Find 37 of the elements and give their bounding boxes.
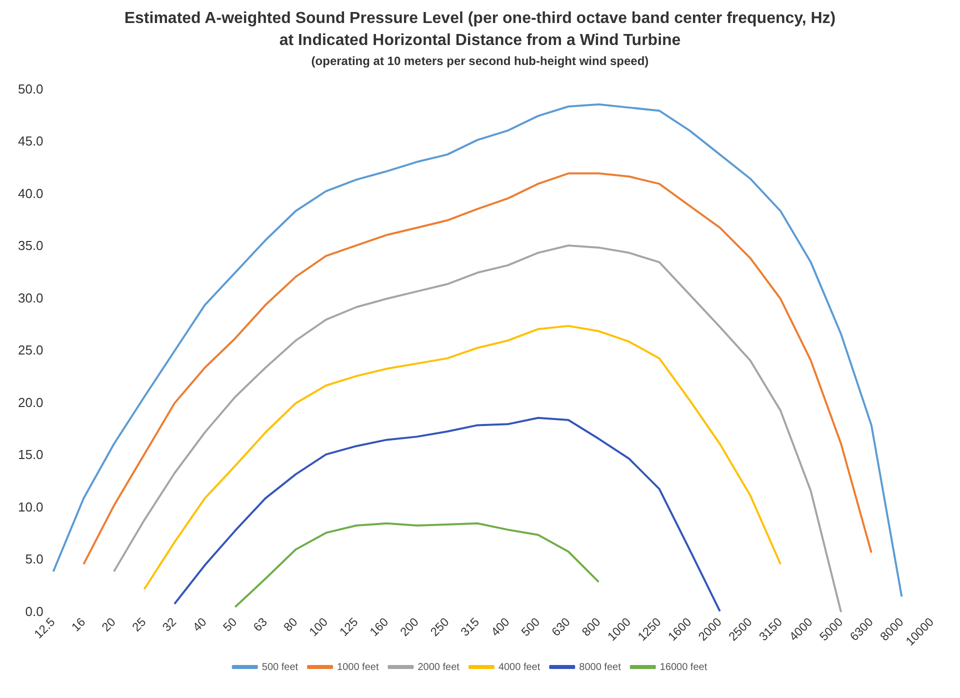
x-tick-label: 25 (129, 614, 149, 634)
x-tick-label: 250 (428, 614, 452, 639)
y-tick-label: 30.0 (18, 290, 44, 306)
x-tick-label: 160 (367, 614, 392, 639)
y-tick-label: 40.0 (18, 186, 44, 201)
legend-label: 8000 feet (579, 662, 622, 673)
x-tick-label: 63 (250, 614, 270, 634)
chart-title: Estimated A-weighted Sound Pressure Level (per one-third octave band center frequency, Hz) at Indicated Horizontal Distance from a Wind Turbine (123, 9, 837, 51)
y-tick-label: 10.0 (18, 499, 44, 514)
legend-label: 500 feet (262, 662, 298, 673)
x-tick-label: 100 (306, 614, 331, 639)
y-tick-label: 0.0 (25, 604, 44, 619)
y-tick-label: 45.0 (18, 134, 44, 149)
x-tick-label: 400 (488, 614, 512, 639)
y-tick-label: 5.0 (25, 552, 44, 567)
legend-label: 4000 feet (498, 662, 540, 673)
x-tick-label: 500 (518, 614, 543, 639)
y-tick-label: 25.0 (18, 342, 44, 358)
x-tick-label: 315 (458, 614, 482, 639)
x-tick-label: 20 (99, 614, 119, 634)
x-tick-label: 80 (280, 614, 300, 634)
chart-subtitle: (operating at 10 meters per second hub-height wind speed) (310, 54, 650, 68)
legend-label: 1000 feet (337, 662, 379, 673)
x-tick-label: 125 (336, 614, 361, 639)
y-tick-label: 35.0 (18, 238, 44, 254)
x-tick-label: 200 (397, 614, 422, 639)
x-tick-label: 800 (579, 614, 604, 639)
legend-label: 16000 feet (660, 662, 708, 673)
x-tick-label: 630 (548, 614, 574, 639)
x-tick-label: 40 (190, 614, 210, 634)
y-tick-label: 15.0 (18, 447, 44, 462)
x-tick-label: 32 (160, 614, 180, 634)
y-tick-label: 20.0 (18, 394, 44, 410)
x-tick-label: 16 (68, 614, 88, 634)
y-tick-label: 50.0 (18, 81, 44, 96)
legend-label: 2000 feet (418, 662, 460, 673)
x-tick-label: 50 (220, 614, 240, 634)
